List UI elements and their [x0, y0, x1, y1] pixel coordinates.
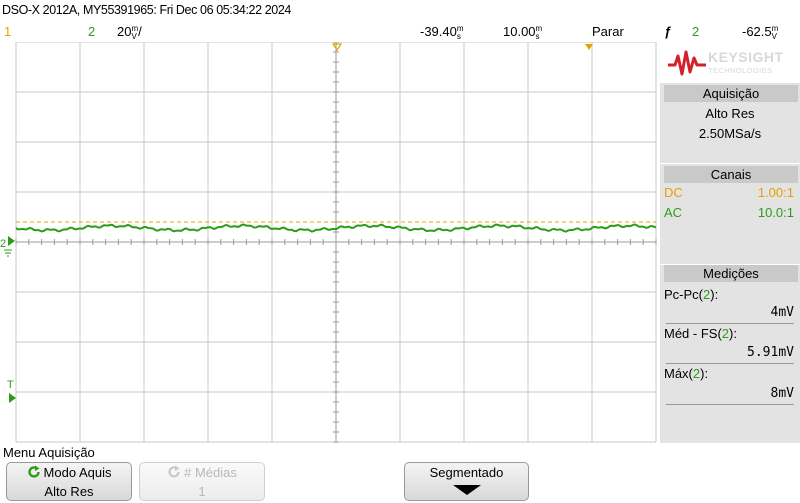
- horizontal-scale[interactable]: 10.00 m s: [503, 24, 542, 41]
- run-state[interactable]: Parar: [592, 24, 624, 39]
- measurement-1-value: 4mV: [770, 305, 794, 320]
- measurement-2-label: Méd - FS(2):: [664, 326, 737, 341]
- acquire-mode-label-row: Modo Aquis: [7, 465, 131, 480]
- keysight-wave-icon: [668, 50, 706, 76]
- horizontal-delay-marker[interactable]: [585, 44, 593, 50]
- measurements-section[interactable]: Medições Pc-Pc(2): 4mV Méd - FS(2): 5.91…: [660, 264, 800, 443]
- acquisition-header: Aquisição: [664, 85, 798, 102]
- channel-1-coupling: DC: [664, 185, 683, 200]
- divider: [666, 363, 794, 364]
- trigger-level-value: -62.5: [742, 24, 772, 39]
- channel-2-scale-slash: /: [138, 24, 142, 39]
- averages-label-row: # Médias: [140, 465, 264, 480]
- segmented-softkey[interactable]: Segmentado: [404, 462, 529, 501]
- acquire-mode-softkey[interactable]: Modo Aquis Alto Res: [6, 462, 132, 501]
- acquisition-mode: Alto Res: [705, 106, 755, 121]
- trigger-edge-icon: ƒ: [664, 24, 672, 39]
- side-panel: KEYSIGHT TECHNOLOGIES Aquisição Alto Res…: [660, 42, 800, 443]
- measurements-header: Medições: [664, 265, 798, 282]
- averages-value: 1: [198, 484, 206, 499]
- acquire-mode-label: Modo Aquis: [43, 465, 112, 480]
- status-bar: 1 2 20 m V / -39.40 m s 10.00 m s Parar: [0, 22, 660, 42]
- ground-icon: [4, 249, 12, 257]
- window-title: DSO-X 2012A, MY55391965: Fri Dec 06 05:3…: [2, 3, 291, 17]
- segmented-label: Segmentado: [429, 465, 504, 480]
- logo-subtitle: TECHNOLOGIES: [708, 66, 773, 75]
- channel-2-probe: 10.0:1: [757, 205, 794, 220]
- horizontal-position-value: -39.40: [420, 24, 457, 39]
- averages-label: # Médias: [184, 465, 237, 480]
- cycle-icon: [168, 465, 180, 478]
- acquisition-rate: 2.50MSa/s: [698, 126, 762, 141]
- trigger-status[interactable]: ƒ 2 -62.5 m V: [660, 22, 800, 42]
- acquire-mode-value: Alto Res: [44, 484, 94, 499]
- trigger-label: T: [7, 379, 14, 391]
- trigger-position-marker[interactable]: [331, 43, 343, 52]
- channel-2-coupling: AC: [664, 205, 683, 220]
- measurement-1-label: Pc-Pc(2):: [664, 287, 719, 302]
- keysight-logo: KEYSIGHT TECHNOLOGIES: [660, 42, 800, 82]
- submenu-arrow-icon: [452, 485, 481, 495]
- acquisition-section[interactable]: Aquisição Alto Res 2.50MSa/s: [660, 82, 800, 163]
- trigger-source: 2: [692, 24, 700, 39]
- channel-2-scale[interactable]: 20 m V /: [117, 24, 142, 41]
- menu-title: Menu Aquisição: [3, 445, 95, 460]
- measurement-3-label: Máx(2):: [664, 366, 709, 381]
- channel-2-ground-marker[interactable]: [8, 236, 15, 246]
- channel-1-indicator[interactable]: 1: [4, 24, 12, 39]
- channel-2-ground-label[interactable]: 2: [0, 238, 6, 250]
- channel-1-probe: 1.00:1: [757, 185, 794, 200]
- graticule-grid: [15, 42, 657, 443]
- logo-name: KEYSIGHT: [708, 49, 784, 65]
- trigger-level: -62.5 m V: [742, 24, 778, 41]
- measurement-2-value: 5.91mV: [747, 345, 794, 360]
- waveform-display[interactable]: 2 T: [0, 42, 660, 444]
- divider: [666, 323, 794, 324]
- measurement-3-value: 8mV: [770, 386, 794, 401]
- trigger-level-marker[interactable]: [9, 393, 16, 403]
- display-background: [0, 42, 660, 444]
- channels-section[interactable]: Canais DC 1.00:1 AC 10.0:1: [660, 163, 800, 264]
- horizontal-position[interactable]: -39.40 m s: [420, 24, 464, 41]
- divider: [666, 404, 794, 405]
- cycle-icon: [27, 465, 40, 478]
- channel-2-indicator[interactable]: 2: [88, 24, 96, 39]
- horizontal-scale-value: 10.00: [503, 24, 536, 39]
- channels-header: Canais: [664, 166, 798, 183]
- channel-2-trace: [15, 223, 657, 233]
- averages-softkey[interactable]: # Médias 1: [139, 462, 265, 501]
- channel-2-scale-value: 20: [117, 24, 132, 39]
